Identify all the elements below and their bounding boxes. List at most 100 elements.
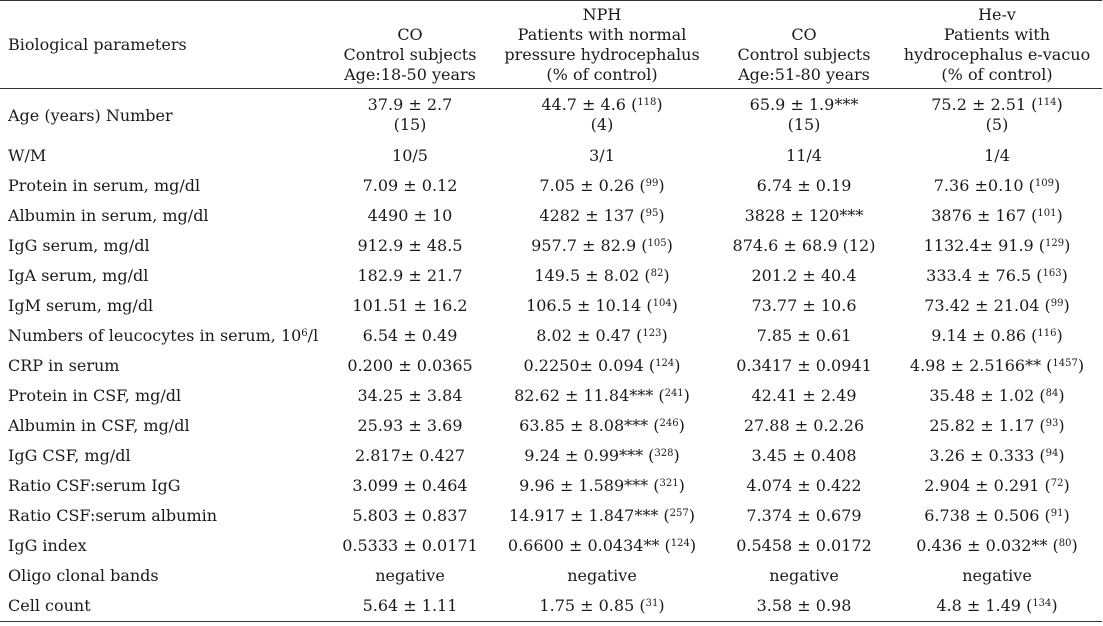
percent-of-control: 257	[669, 508, 689, 519]
percent-of-control: 129	[1045, 238, 1065, 249]
value-cell: 2.817± 0.427	[332, 441, 488, 471]
cell-close-paren: )	[1058, 386, 1065, 405]
value-cell: 4282 ± 137 (95)	[488, 201, 716, 231]
value-cell: 6.54 ± 0.49	[332, 321, 488, 351]
value-cell: 1.75 ± 0.85 (31)	[488, 591, 716, 622]
cell-value: 73.42 ± 21.04 (	[924, 296, 1051, 315]
header-line: NPH	[582, 5, 622, 24]
table-row: IgM serum, mg/dl 101.51 ± 16.2 106.5 ± 10.…	[0, 291, 1102, 321]
header-line: CO	[397, 25, 423, 44]
cell-close-paren: )	[658, 176, 665, 195]
row-label: Albumin in CSF, mg/dl	[0, 411, 332, 441]
header-line: He-v	[978, 5, 1016, 24]
cell-close-paren: )	[674, 356, 681, 375]
cell-value: 44.7 ± 4.6 (	[541, 95, 638, 114]
table-body: Age (years) Number 37.9 ± 2.7 (15) 44.7 ± 4…	[0, 89, 1102, 622]
value-cell: negative	[892, 561, 1102, 591]
row-label: Protein in serum, mg/dl	[0, 171, 332, 201]
percent-of-control: 163	[1042, 268, 1062, 279]
row-label-text: IgG CSF, mg/dl	[8, 446, 131, 465]
value-cell: 65.9 ± 1.9*** (15)	[716, 89, 892, 142]
percent-of-control: 91	[1050, 508, 1064, 519]
value-cell: 25.82 ± 1.17 (93)	[892, 411, 1102, 441]
table-row: Protein in CSF, mg/dl 34.25 ± 3.84 82.62 ±…	[0, 381, 1102, 411]
cell-close-paren: )	[671, 296, 678, 315]
value-cell: 34.25 ± 3.84	[332, 381, 488, 411]
row-label-text: IgA serum, mg/dl	[8, 266, 149, 285]
row-label: Age (years) Number	[0, 89, 332, 142]
cell-value: 3.26 ± 0.333 (	[929, 446, 1046, 465]
value-cell: 8.02 ± 0.47 (123)	[488, 321, 716, 351]
cell-value: 5.64 ± 1.11	[362, 596, 458, 615]
row-label: IgG index	[0, 531, 332, 561]
cell-value: 3.099 ± 0.464	[352, 476, 468, 495]
cell-value: 0.6600 ± 0.0434** (	[507, 536, 671, 555]
row-label-text: CRP in serum	[8, 356, 120, 375]
value-cell: 3876 ± 167 (101)	[892, 201, 1102, 231]
cell-value: 34.25 ± 3.84	[357, 386, 463, 405]
header-co-young: CO Control subjects Age:18-50 years	[332, 1, 488, 89]
value-cell: 10/5	[332, 141, 488, 171]
cell-value: 3876 ± 167 (	[931, 206, 1038, 225]
cell-value: 101.51 ± 16.2	[352, 296, 468, 315]
value-cell: 3.26 ± 0.333 (94)	[892, 441, 1102, 471]
table-row: Cell count 5.64 ± 1.11 1.75 ± 0.85 (31) 3.5…	[0, 591, 1102, 622]
cell-value: negative	[769, 566, 839, 585]
header-nph: NPH Patients with normal pressure hydroc…	[488, 1, 716, 89]
cell-value: 3828 ± 120***	[744, 206, 864, 225]
table-row: Protein in serum, mg/dl 7.09 ± 0.12 7.05 ±…	[0, 171, 1102, 201]
cell-value: 0.5333 ± 0.0171	[342, 536, 478, 555]
cell-value: 201.2 ± 40.4	[751, 266, 857, 285]
value-cell: 4.8 ± 1.49 (134)	[892, 591, 1102, 622]
table-row: IgG index 0.5333 ± 0.0171 0.6600 ± 0.0434*…	[0, 531, 1102, 561]
header-param: Biological parameters	[8, 35, 187, 54]
value-cell: 149.5 ± 8.02 (82)	[488, 261, 716, 291]
percent-of-control: 1457	[1052, 358, 1078, 369]
table-row: Ratio CSF:serum albumin 5.803 ± 0.837 14.9…	[0, 501, 1102, 531]
cell-value: 6.74 ± 0.19	[756, 176, 852, 195]
cell-count: (4)	[590, 115, 614, 134]
header-hev: He-v Patients with hydrocephalus e-vacuo…	[892, 1, 1102, 89]
header-line: Control subjects	[737, 45, 871, 64]
row-label-text: IgG serum, mg/dl	[8, 236, 150, 255]
cell-close-paren: )	[661, 326, 668, 345]
header-co-old: CO Control subjects Age:51-80 years	[716, 1, 892, 89]
table-row: Numbers of leucocytes in serum, 106/l 6.5…	[0, 321, 1102, 351]
value-cell: 5.803 ± 0.837	[332, 501, 488, 531]
cell-value: 333.4 ± 76.5 (	[926, 266, 1043, 285]
row-label-text: Ratio CSF:serum albumin	[8, 506, 218, 525]
cell-value: 3.58 ± 0.98	[756, 596, 852, 615]
cell-close-paren: )	[1051, 596, 1058, 615]
cell-value: 1.75 ± 0.85 (	[539, 596, 646, 615]
value-cell: 44.7 ± 4.6 (118) (4)	[488, 89, 716, 142]
value-cell: 2.904 ± 0.291 (72)	[892, 471, 1102, 501]
cell-close-paren: )	[656, 95, 663, 114]
cell-value: 7.85 ± 0.61	[756, 326, 852, 345]
value-cell: 9.24 ± 0.99*** (328)	[488, 441, 716, 471]
cell-value: 3.45 ± 0.408	[751, 446, 857, 465]
cell-close-paren: )	[1064, 236, 1071, 255]
cell-close-paren: )	[1063, 476, 1070, 495]
cell-value: 4.98 ± 2.5166** (	[909, 356, 1053, 375]
percent-of-control: 99	[645, 178, 659, 189]
cell-close-paren: )	[1053, 176, 1061, 195]
value-cell: 82.62 ± 11.84*** (241)	[488, 381, 716, 411]
header-line: hydrocephalus e-vacuo	[903, 45, 1091, 64]
value-cell: 25.93 ± 3.69	[332, 411, 488, 441]
percent-of-control: 118	[637, 97, 657, 108]
value-cell: 63.85 ± 8.08*** (246)	[488, 411, 716, 441]
row-label-text: Albumin in CSF, mg/dl	[8, 416, 190, 435]
cell-value: 7.09 ± 0.12	[362, 176, 458, 195]
value-cell: 27.88 ± 0.2.26	[716, 411, 892, 441]
row-label: IgM serum, mg/dl	[0, 291, 332, 321]
row-label: Numbers of leucocytes in serum, 106/l	[0, 321, 332, 351]
cell-close-paren: )	[683, 386, 690, 405]
cell-close-paren: )	[1061, 266, 1068, 285]
cell-close-paren: )	[1056, 326, 1063, 345]
cell-value: 7.374 ± 0.679	[746, 506, 862, 525]
value-cell: 75.2 ± 2.51 (114) (5)	[892, 89, 1102, 142]
cell-line: 37.9 ± 2.7	[334, 95, 486, 115]
value-cell: 7.05 ± 0.26 (99)	[488, 171, 716, 201]
percent-of-control: 80	[1058, 538, 1072, 549]
